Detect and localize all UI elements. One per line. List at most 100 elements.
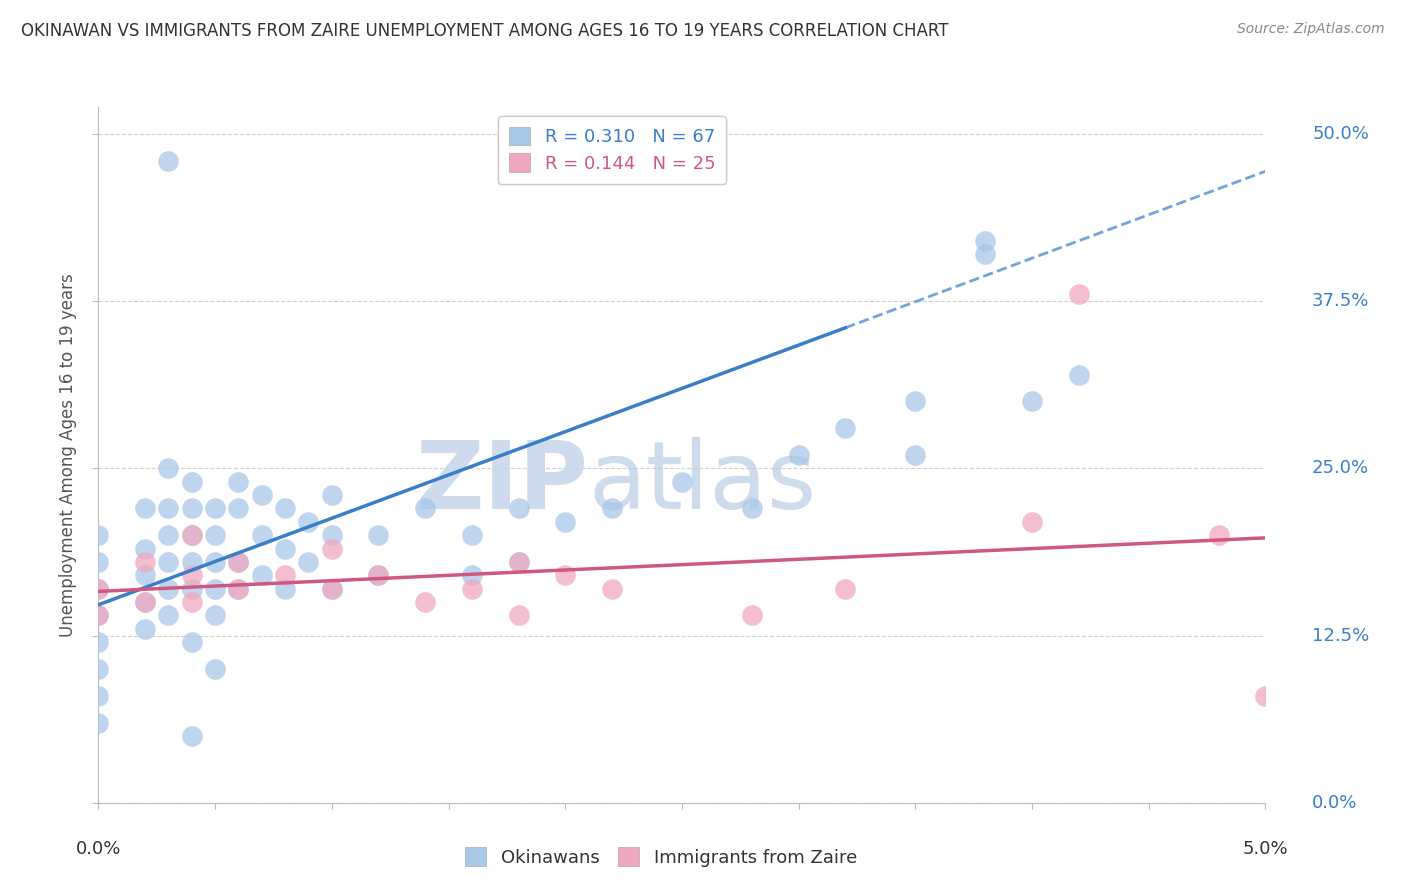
Point (204, 582, 226, 596)
Point (180, 595, 202, 609)
Point (321, 582, 343, 596)
Point (250, 528, 273, 542)
Point (904, 394, 927, 409)
Point (204, 528, 226, 542)
Point (87, 528, 110, 542)
Point (180, 475, 202, 489)
Point (741, 501, 763, 516)
Legend: R = 0.310   N = 67, R = 0.144   N = 25: R = 0.310 N = 67, R = 0.144 N = 25 (498, 116, 725, 184)
Point (297, 555, 319, 569)
Point (228, 582, 250, 596)
Point (87, 662, 110, 676)
Point (134, 541, 156, 556)
Point (204, 555, 226, 569)
Point (180, 635, 202, 649)
Point (157, 555, 180, 569)
Text: 12.5%: 12.5% (1312, 626, 1369, 645)
Text: Source: ZipAtlas.com: Source: ZipAtlas.com (1237, 22, 1385, 37)
Point (413, 501, 436, 516)
Legend: Okinawans, Immigrants from Zaire: Okinawans, Immigrants from Zaire (457, 840, 865, 874)
Point (508, 501, 530, 516)
Point (321, 582, 343, 596)
Point (228, 582, 250, 596)
Point (228, 501, 250, 516)
Point (508, 608, 530, 623)
Point (87, 582, 110, 596)
Text: atlas: atlas (589, 437, 817, 529)
Point (1021, 394, 1043, 409)
Point (1021, 515, 1043, 529)
Point (87, 582, 110, 596)
Point (180, 729, 202, 743)
Point (157, 501, 180, 516)
Point (157, 528, 180, 542)
Point (157, 582, 180, 596)
Point (87, 635, 110, 649)
Point (554, 568, 576, 582)
Point (274, 582, 297, 596)
Point (87, 608, 110, 623)
Point (321, 488, 343, 502)
Point (297, 515, 319, 529)
Point (974, 247, 997, 261)
Point (134, 622, 156, 636)
Point (274, 541, 297, 556)
Point (157, 608, 180, 623)
Point (87, 715, 110, 730)
Point (1208, 528, 1230, 542)
Point (508, 555, 530, 569)
Point (87, 689, 110, 703)
Point (367, 568, 389, 582)
Point (461, 582, 484, 596)
Point (600, 501, 623, 516)
Point (600, 582, 623, 596)
Point (134, 595, 156, 609)
Point (1254, 689, 1277, 703)
Point (87, 555, 110, 569)
Point (1067, 287, 1090, 301)
Point (180, 528, 202, 542)
Point (180, 555, 202, 569)
Point (671, 475, 693, 489)
Point (834, 421, 856, 435)
Point (508, 555, 530, 569)
Point (787, 448, 810, 462)
Point (741, 608, 763, 623)
Point (228, 555, 250, 569)
Text: 25.0%: 25.0% (1312, 459, 1369, 477)
Point (321, 528, 343, 542)
Point (157, 153, 180, 168)
Point (250, 568, 273, 582)
Point (204, 662, 226, 676)
Point (204, 501, 226, 516)
Point (974, 234, 997, 248)
Point (413, 595, 436, 609)
Point (904, 448, 927, 462)
Point (134, 501, 156, 516)
Point (228, 555, 250, 569)
Point (87, 608, 110, 623)
Point (180, 568, 202, 582)
Point (461, 568, 484, 582)
Point (367, 528, 389, 542)
Text: 37.5%: 37.5% (1312, 292, 1369, 310)
Point (250, 488, 273, 502)
Point (274, 501, 297, 516)
Text: 5.0%: 5.0% (1243, 840, 1288, 858)
Point (461, 528, 484, 542)
Point (1067, 368, 1090, 382)
Point (554, 515, 576, 529)
Point (228, 475, 250, 489)
Point (134, 555, 156, 569)
Point (204, 608, 226, 623)
Point (274, 568, 297, 582)
Text: 0.0%: 0.0% (76, 840, 121, 858)
Point (834, 582, 856, 596)
Text: OKINAWAN VS IMMIGRANTS FROM ZAIRE UNEMPLOYMENT AMONG AGES 16 TO 19 YEARS CORRELA: OKINAWAN VS IMMIGRANTS FROM ZAIRE UNEMPL… (21, 22, 949, 40)
Point (134, 568, 156, 582)
Point (180, 582, 202, 596)
Point (321, 541, 343, 556)
Y-axis label: Unemployment Among Ages 16 to 19 years: Unemployment Among Ages 16 to 19 years (59, 273, 77, 637)
Point (180, 528, 202, 542)
Text: ZIP: ZIP (416, 437, 589, 529)
